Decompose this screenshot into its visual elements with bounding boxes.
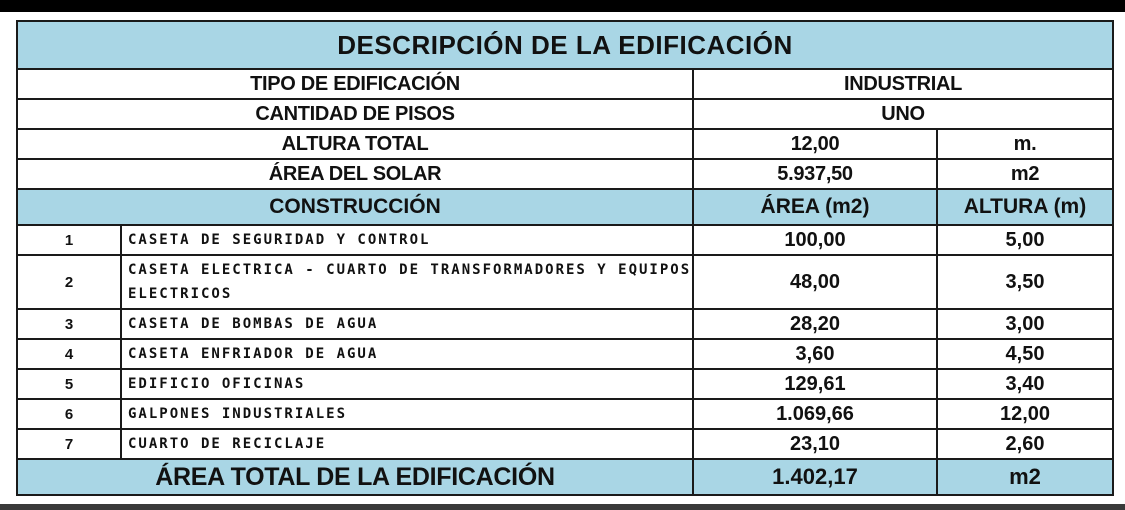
- table-row: 7 CUARTO DE RECICLAJE 23,10 2,60: [16, 428, 1114, 460]
- item-number: 4: [16, 338, 122, 370]
- info-label: ALTURA TOTAL: [16, 128, 694, 160]
- total-area-value: 1.402,17: [692, 458, 938, 496]
- table-row: 1 CASETA DE SEGURIDAD Y CONTROL 100,00 5…: [16, 224, 1114, 256]
- item-area: 23,10: [692, 428, 938, 460]
- item-altura: 5,00: [936, 224, 1114, 256]
- info-value: INDUSTRIAL: [692, 68, 1114, 100]
- item-area: 48,00: [692, 254, 938, 310]
- item-area: 129,61: [692, 368, 938, 400]
- info-label: TIPO DE EDIFICACIÓN: [16, 68, 694, 100]
- item-area: 3,60: [692, 338, 938, 370]
- item-number: 7: [16, 428, 122, 460]
- table-row: 6 GALPONES INDUSTRIALES 1.069,66 12,00: [16, 398, 1114, 430]
- header-construccion: CONSTRUCCIÓN: [16, 188, 694, 226]
- item-number: 3: [16, 308, 122, 340]
- table-row: 3 CASETA DE BOMBAS DE AGUA 28,20 3,00: [16, 308, 1114, 340]
- table-row: 4 CASETA ENFRIADOR DE AGUA 3,60 4,50: [16, 338, 1114, 370]
- item-description: CASETA DE BOMBAS DE AGUA: [120, 308, 694, 340]
- total-row: ÁREA TOTAL DE LA EDIFICACIÓN 1.402,17 m2: [16, 458, 1114, 496]
- item-area: 1.069,66: [692, 398, 938, 430]
- item-altura: 3,50: [936, 254, 1114, 310]
- item-description: CASETA DE SEGURIDAD Y CONTROL: [120, 224, 694, 256]
- table-title: DESCRIPCIÓN DE LA EDIFICACIÓN: [16, 20, 1114, 70]
- item-altura: 12,00: [936, 398, 1114, 430]
- header-area: ÁREA (m2): [692, 188, 938, 226]
- item-number: 5: [16, 368, 122, 400]
- info-label: ÁREA DEL SOLAR: [16, 158, 694, 190]
- item-description: EDIFICIO OFICINAS: [120, 368, 694, 400]
- info-value: UNO: [692, 98, 1114, 130]
- item-description: CUARTO DE RECICLAJE: [120, 428, 694, 460]
- item-description: CASETA ENFRIADOR DE AGUA: [120, 338, 694, 370]
- item-description: CASETA ELECTRICA - CUARTO DE TRANSFORMAD…: [120, 254, 694, 310]
- info-row-pisos: CANTIDAD DE PISOS UNO: [16, 98, 1114, 130]
- total-label: ÁREA TOTAL DE LA EDIFICACIÓN: [16, 458, 694, 496]
- total-unit: m2: [936, 458, 1114, 496]
- construction-header-row: CONSTRUCCIÓN ÁREA (m2) ALTURA (m): [16, 188, 1114, 226]
- info-unit: m2: [936, 158, 1114, 190]
- item-altura: 4,50: [936, 338, 1114, 370]
- info-row-area-solar: ÁREA DEL SOLAR 5.937,50 m2: [16, 158, 1114, 190]
- header-altura: ALTURA (m): [936, 188, 1114, 226]
- item-description: GALPONES INDUSTRIALES: [120, 398, 694, 430]
- item-number: 2: [16, 254, 122, 310]
- item-number: 1: [16, 224, 122, 256]
- info-value: 12,00: [692, 128, 938, 160]
- info-row-tipo: TIPO DE EDIFICACIÓN INDUSTRIAL: [16, 68, 1114, 100]
- info-unit: m.: [936, 128, 1114, 160]
- item-area: 100,00: [692, 224, 938, 256]
- info-row-altura: ALTURA TOTAL 12,00 m.: [16, 128, 1114, 160]
- table-row: 2 CASETA ELECTRICA - CUARTO DE TRANSFORM…: [16, 254, 1114, 310]
- item-altura: 3,00: [936, 308, 1114, 340]
- item-number: 6: [16, 398, 122, 430]
- info-value: 5.937,50: [692, 158, 938, 190]
- bottom-border: [0, 504, 1125, 510]
- item-altura: 3,40: [936, 368, 1114, 400]
- top-border: [0, 0, 1125, 12]
- item-area: 28,20: [692, 308, 938, 340]
- item-altura: 2,60: [936, 428, 1114, 460]
- table-row: 5 EDIFICIO OFICINAS 129,61 3,40: [16, 368, 1114, 400]
- building-description-table: DESCRIPCIÓN DE LA EDIFICACIÓN TIPO DE ED…: [16, 20, 1114, 496]
- info-label: CANTIDAD DE PISOS: [16, 98, 694, 130]
